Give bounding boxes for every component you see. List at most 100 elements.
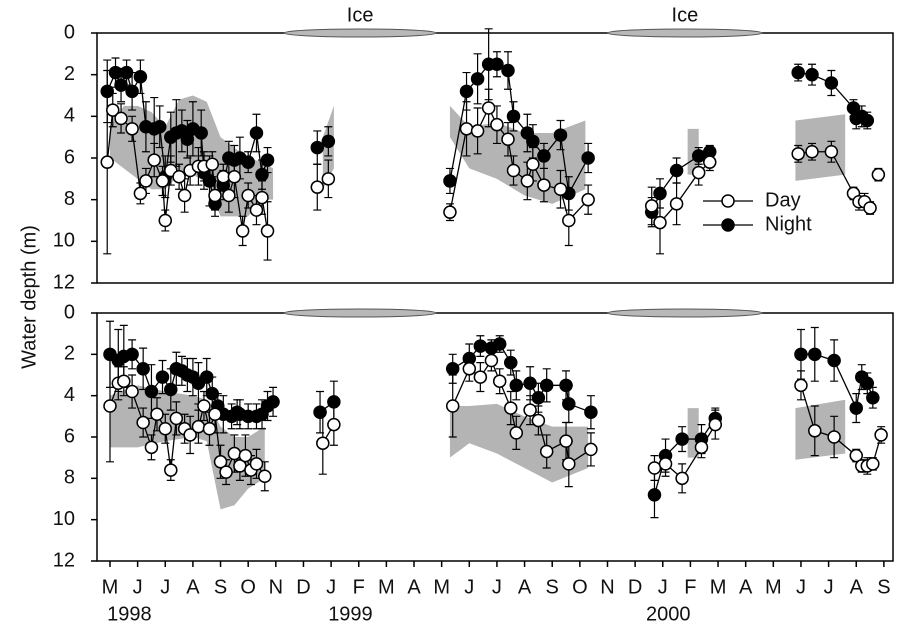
y-tick-label: 4 — [64, 384, 75, 406]
data-point — [202, 174, 217, 188]
data-point — [559, 378, 573, 393]
data-point — [691, 165, 706, 180]
data-point — [150, 407, 164, 422]
data-point — [241, 155, 255, 169]
data-point — [506, 109, 521, 124]
data-point — [647, 461, 662, 475]
data-point — [321, 172, 336, 186]
data-point — [144, 440, 159, 455]
data-point — [202, 421, 217, 436]
y-tick-label: 12 — [53, 271, 75, 293]
y-tick-label: 8 — [64, 467, 75, 489]
x-tick-label: A — [850, 576, 864, 598]
data-point — [794, 347, 808, 362]
data-point — [106, 103, 120, 117]
y-tick-label: 10 — [53, 230, 75, 252]
data-point — [492, 374, 507, 388]
data-point — [526, 134, 540, 149]
data-point — [208, 407, 222, 422]
y-tick-label: 0 — [64, 21, 75, 43]
data-point — [669, 163, 684, 178]
data-point — [531, 413, 546, 428]
data-point — [125, 122, 139, 136]
data-point — [675, 432, 689, 446]
data-point — [183, 428, 197, 442]
data-point — [197, 399, 211, 413]
x-tick-label: D — [628, 576, 642, 598]
data-point — [147, 153, 161, 167]
data-point — [222, 188, 236, 203]
ice-period — [606, 28, 763, 38]
data-point — [266, 395, 280, 409]
data-point — [136, 362, 150, 376]
data-point — [506, 163, 521, 178]
data-point — [523, 376, 537, 391]
legend-label: Night — [765, 213, 812, 235]
x-tick-label: M — [433, 576, 450, 598]
data-point — [827, 353, 841, 368]
legend-label: Day — [765, 189, 801, 211]
range-band — [795, 114, 846, 181]
x-tick-label: O — [240, 576, 256, 598]
data-point — [445, 362, 460, 376]
year-label: 1998 — [107, 603, 152, 625]
data-point — [791, 147, 805, 161]
data-point — [255, 190, 269, 205]
x-tick-label: M — [102, 576, 119, 598]
data-point — [562, 457, 576, 471]
data-point — [327, 417, 341, 432]
x-tick-label: M — [710, 576, 727, 598]
data-point — [227, 446, 242, 461]
data-point — [653, 215, 667, 230]
data-point — [260, 153, 275, 167]
x-tick-label: A — [739, 576, 753, 598]
x-tick-label: M — [765, 576, 782, 598]
y-tick-label: 12 — [53, 549, 75, 571]
data-point — [501, 63, 515, 78]
data-point — [249, 457, 264, 471]
range-band — [687, 128, 699, 175]
data-point — [805, 145, 819, 159]
data-point — [169, 411, 184, 426]
data-point — [194, 126, 208, 140]
x-tick-label: S — [877, 576, 890, 598]
data-point — [180, 132, 195, 146]
data-point — [216, 170, 231, 184]
y-tick-label: 2 — [64, 343, 75, 365]
y-tick-label: 6 — [64, 425, 75, 447]
data-point — [849, 448, 863, 463]
data-point — [321, 134, 336, 149]
x-tick-label: S — [214, 576, 227, 598]
data-point — [647, 488, 662, 502]
x-tick-label: M — [378, 576, 395, 598]
x-tick-label: J — [464, 576, 474, 598]
data-point — [537, 149, 551, 163]
data-point — [473, 370, 488, 384]
data-point — [172, 170, 186, 184]
data-point — [874, 428, 888, 442]
data-point — [114, 78, 128, 92]
data-point — [136, 415, 150, 430]
ice-period — [283, 308, 437, 318]
data-point — [199, 370, 214, 384]
data-point — [581, 151, 595, 165]
ice-label: Ice — [672, 4, 699, 26]
x-tick-label: A — [407, 576, 421, 598]
data-point — [539, 444, 554, 459]
data-point — [462, 362, 477, 376]
data-point — [484, 353, 499, 368]
data-point — [553, 182, 568, 196]
y-tick-label: 2 — [64, 63, 75, 85]
data-point — [255, 167, 269, 182]
x-tick-label: J — [796, 576, 806, 598]
data-point — [213, 455, 228, 469]
data-point — [470, 72, 485, 86]
y-tick-label: 10 — [53, 508, 75, 530]
data-point — [310, 140, 325, 155]
data-point — [827, 430, 841, 444]
y-tick-label: 0 — [64, 301, 75, 323]
x-tick-label: D — [296, 576, 310, 598]
x-tick-label: A — [518, 576, 532, 598]
data-point — [860, 376, 875, 391]
